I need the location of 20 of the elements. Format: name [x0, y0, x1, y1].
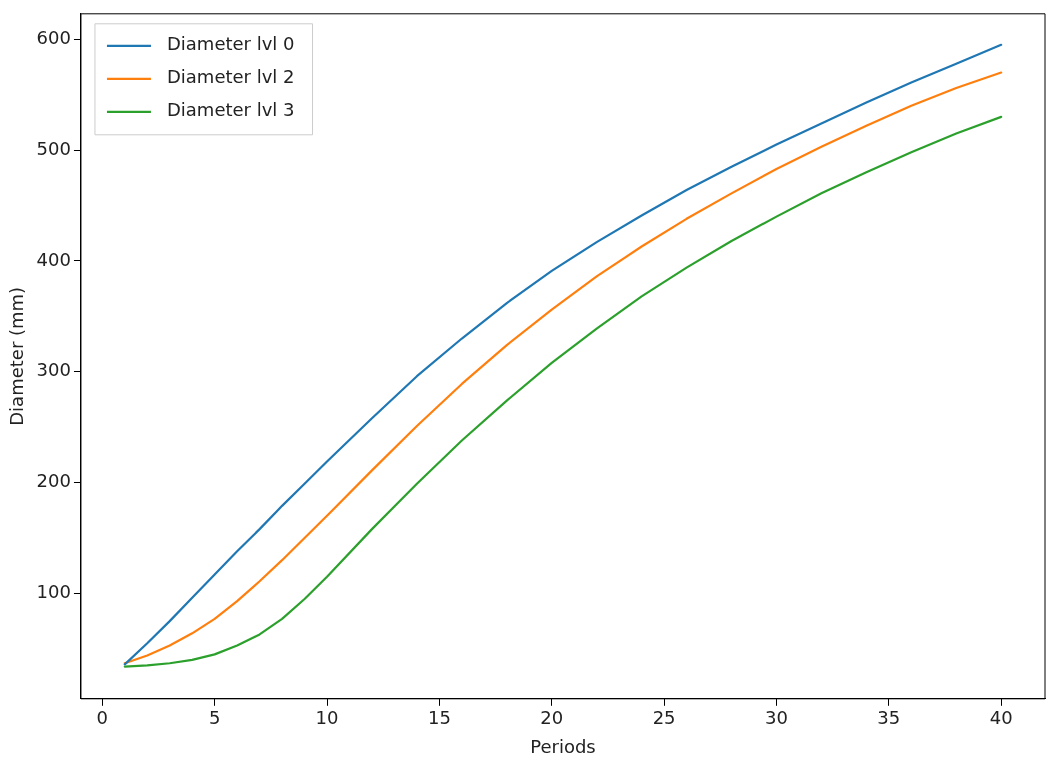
legend-label: Diameter lvl 2 — [166, 66, 295, 88]
y-tick-label: 500 — [36, 137, 71, 159]
x-tick-label: 25 — [652, 707, 676, 729]
y-tick-label: 600 — [36, 26, 71, 48]
x-tick-label: 5 — [208, 707, 221, 729]
x-axis-title: Periods — [530, 735, 596, 757]
y-tick-label: 100 — [36, 581, 71, 603]
x-tick-label: 0 — [96, 707, 109, 729]
legend-label: Diameter lvl 3 — [166, 99, 295, 121]
x-tick-label: 30 — [765, 707, 788, 729]
x-tick-label: 35 — [877, 707, 901, 729]
x-tick-label: 10 — [315, 707, 339, 729]
x-tick-label: 40 — [989, 707, 1013, 729]
y-tick-label: 300 — [36, 359, 71, 381]
y-tick-label: 200 — [36, 470, 71, 492]
y-tick-label: 400 — [36, 248, 71, 270]
legend-label: Diameter lvl 0 — [166, 33, 295, 55]
x-tick-label: 15 — [427, 707, 451, 729]
x-tick-label: 20 — [540, 707, 564, 729]
y-axis-title: Diameter (mm) — [6, 286, 28, 426]
